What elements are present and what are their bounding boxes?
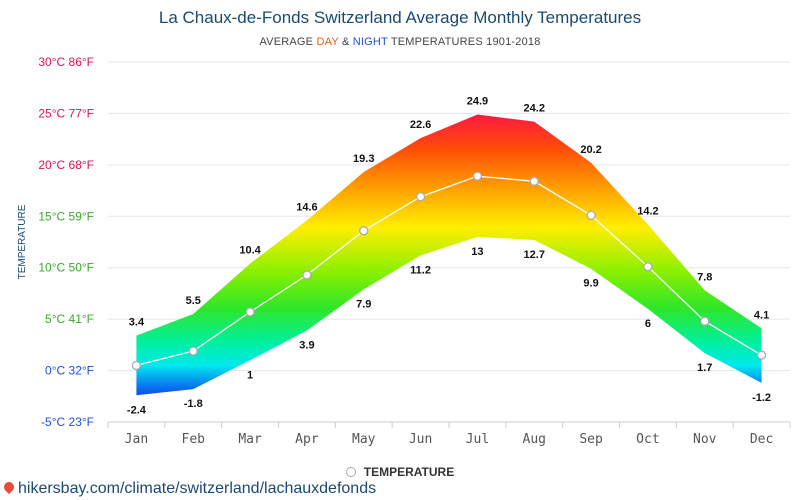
temperature-band: [136, 114, 762, 396]
night-value-label: 9.9: [583, 278, 598, 290]
night-value-label: 7.9: [356, 298, 371, 310]
day-value-label: 14.2: [637, 206, 658, 218]
location-pin-icon: [1, 479, 17, 495]
footer-source-link[interactable]: hikersbay.com/climate/switzerland/lachau…: [1, 479, 377, 498]
average-temperature-point: [188, 346, 198, 356]
average-temperature-line: [136, 175, 762, 367]
average-temperature-point: [415, 192, 426, 202]
average-temperature-point: [131, 360, 142, 371]
legend-label: TEMPERATURE: [363, 465, 455, 479]
chart-title: La Chaux-de-Fonds Switzerland Average Mo…: [158, 8, 642, 27]
night-value-label: 3.9: [299, 339, 314, 351]
footer-text: hikersbay.com/climate/switzerland/lachau…: [18, 480, 377, 497]
legend-marker-icon: [345, 467, 356, 477]
x-tick-label: Jul: [466, 432, 489, 447]
x-tick-label: Feb: [182, 432, 206, 447]
night-value-label: 6: [645, 318, 651, 330]
night-value-label: -1.2: [752, 392, 771, 404]
y-tick-label: 20°C 68°F: [38, 158, 94, 172]
night-value-label: 1: [247, 369, 253, 381]
night-value-label: 13: [471, 246, 483, 258]
y-tick-label: 30°C 86°F: [38, 55, 94, 69]
y-tick-label: 15°C 59°F: [38, 209, 94, 223]
x-tick-label: May: [352, 432, 376, 447]
average-temperature-point: [359, 226, 369, 236]
x-tick-label: Oct: [636, 432, 659, 447]
y-tick-label: -5°C 23°F: [41, 415, 94, 429]
day-value-label: 3.4: [129, 317, 145, 329]
y-tick-label: 10°C 50°F: [38, 261, 94, 275]
day-value-label: 14.6: [296, 201, 317, 213]
average-temperature-point: [529, 176, 539, 186]
label-layer: 3.4 5.5 10.4 14.6 19.3 22.6 24.9 24.2 20.2 14.2 7.…: [127, 95, 771, 416]
day-value-label: 5.5: [186, 295, 201, 307]
night-value-label: -2.4: [127, 404, 147, 416]
day-value-label: 19.3: [353, 153, 374, 165]
day-value-label: 10.4: [239, 245, 261, 257]
average-temperature-point: [302, 270, 312, 280]
night-value-label: -1.8: [184, 398, 203, 410]
x-tick-label: Nov: [693, 432, 717, 447]
day-value-label: 4.1: [754, 309, 769, 321]
temperature-chart: 3.4 5.5 10.4 14.6 19.3 22.6 24.9 24.2 20.2 14.2 7.…: [17, 55, 791, 447]
x-tick-label: Sep: [579, 432, 603, 447]
subtitle-night: NIGHT: [352, 36, 388, 48]
night-value-label: 12.7: [524, 249, 545, 261]
day-value-label: 24.2: [524, 103, 545, 115]
subtitle-suffix: TEMPERATURES 1901-2018: [387, 36, 541, 48]
average-temperature-point: [586, 210, 596, 220]
day-value-label: 20.2: [580, 144, 601, 156]
y-tick-label: 5°C 41°F: [45, 312, 94, 326]
axis-layer: 30°C 86°F25°C 77°F20°C 68°F15°C 59°F10°C…: [17, 55, 773, 447]
subtitle-day: DAY: [316, 36, 339, 48]
day-value-label: 7.8: [697, 271, 712, 283]
area-layer: [136, 114, 762, 396]
subtitle-prefix: AVERAGE: [259, 36, 317, 48]
average-temperature-point: [245, 307, 255, 317]
y-axis-title: TEMPERATURE: [17, 204, 28, 279]
night-value-label: 11.2: [410, 264, 431, 276]
night-value-label: 1.7: [697, 362, 712, 374]
line-layer: [131, 171, 767, 371]
chart-subtitle: AVERAGE DAY & NIGHT TEMPERATURES 1901-20…: [0, 36, 800, 48]
legend[interactable]: TEMPERATURE: [0, 465, 800, 479]
average-temperature-point: [756, 350, 767, 360]
x-tick-label: Jun: [409, 432, 432, 447]
average-temperature-point: [700, 316, 710, 326]
x-tick-label: Aug: [523, 432, 546, 447]
y-tick-label: 25°C 77°F: [38, 106, 94, 120]
subtitle-amp: &: [338, 36, 353, 48]
average-temperature-point: [472, 171, 483, 181]
x-tick-label: Jan: [125, 432, 148, 447]
average-temperature-point: [643, 262, 653, 272]
x-tick-label: Dec: [750, 432, 773, 447]
x-tick-label: Mar: [238, 432, 262, 447]
day-value-label: 24.9: [467, 95, 488, 107]
x-tick-label: Apr: [295, 432, 319, 447]
day-value-label: 22.6: [410, 119, 431, 131]
y-tick-label: 0°C 32°F: [45, 364, 94, 378]
